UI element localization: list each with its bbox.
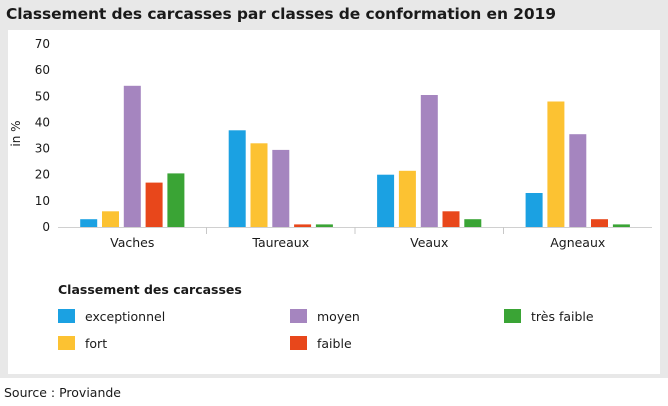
legend-label-tres-faible: très faible: [531, 308, 594, 324]
bar: [80, 219, 98, 227]
x-category-label: Veaux: [410, 235, 448, 250]
y-tick-label: 10: [35, 194, 50, 208]
y-tick-label: 70: [35, 37, 50, 51]
y-tick-label: 40: [35, 115, 50, 129]
bar: [123, 85, 141, 227]
bar: [167, 173, 185, 227]
legend-label-moyen: moyen: [317, 308, 360, 324]
bar: [420, 95, 438, 227]
bar: [228, 130, 246, 227]
legend-title: Classement des carcasses: [58, 282, 242, 297]
y-tick-label: 30: [35, 142, 50, 156]
x-category-label: Vaches: [110, 235, 154, 250]
legend-item-tres-faible: très faible: [504, 308, 594, 324]
bar: [464, 219, 482, 227]
legend-swatch-moyen: [290, 309, 307, 323]
legend-label-faible: faible: [317, 335, 352, 351]
bar: [377, 174, 395, 227]
legend-swatch-exceptionnel: [58, 309, 75, 323]
legend-label-exceptionnel: exceptionnel: [85, 308, 166, 324]
bar: [547, 101, 565, 227]
bar: [315, 224, 333, 227]
title-bar: Classement des carcasses par classes de …: [0, 0, 668, 28]
legend-label-fort: fort: [85, 335, 108, 351]
bar: [398, 170, 416, 227]
y-tick-label: 50: [35, 89, 50, 103]
legend-swatch-tres-faible: [504, 309, 521, 323]
y-tick-label: 60: [35, 63, 50, 77]
bar: [250, 143, 268, 227]
y-axis-label: in %: [9, 120, 23, 146]
bar: [102, 211, 119, 227]
chart-title: Classement des carcasses par classes de …: [6, 5, 556, 23]
x-category-label: Agneaux: [550, 235, 605, 250]
bar: [525, 193, 543, 227]
legend-swatch-faible: [290, 336, 307, 350]
bar: [145, 182, 163, 227]
legend-item-moyen: moyen: [290, 308, 360, 324]
legend-item-exceptionnel: exceptionnel: [58, 308, 165, 324]
bar: [294, 224, 312, 227]
bar: [569, 134, 587, 227]
bar: [272, 149, 290, 227]
y-tick-label: 0: [42, 220, 50, 234]
y-tick-label: 20: [35, 168, 50, 182]
legend-swatch-fort: [58, 336, 75, 350]
x-category-label: Taureaux: [251, 235, 309, 250]
source-note: Source : Proviande: [4, 385, 121, 400]
bar: [612, 224, 630, 227]
bar-chart: 0 10 20 30 40 50 60 70 in % Vaches Taureaux Veaux Ag…: [9, 37, 652, 250]
legend-item-fort: fort: [58, 335, 107, 351]
bar: [591, 219, 608, 227]
bar: [442, 211, 460, 227]
legend-item-faible: faible: [290, 335, 352, 351]
